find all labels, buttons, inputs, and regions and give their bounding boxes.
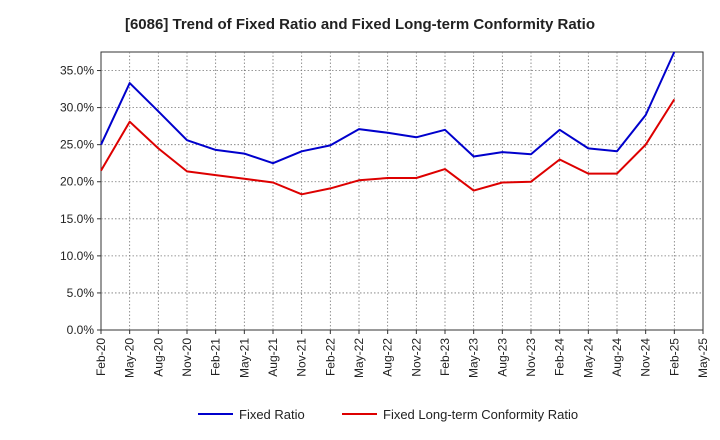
y-tick-label: 35.0%: [60, 64, 94, 78]
x-tick-label: Aug-22: [381, 338, 395, 377]
y-tick-label: 5.0%: [67, 286, 95, 300]
x-tick-label: Aug-24: [610, 338, 624, 377]
y-tick-label: 30.0%: [60, 101, 94, 115]
legend-label-1: Fixed Ratio: [239, 407, 305, 422]
x-tick-label: May-25: [696, 338, 710, 378]
x-tick-label: Aug-23: [495, 338, 509, 377]
x-tick-label: Feb-23: [438, 338, 452, 376]
series-line-2: [100, 98, 676, 196]
x-tick-label: Aug-21: [266, 338, 280, 377]
x-tick-label: Nov-22: [409, 338, 423, 377]
series-line-1: [100, 51, 676, 165]
y-tick-label: 0.0%: [67, 323, 95, 337]
x-tick-label: Feb-22: [323, 338, 337, 376]
x-tick-label: Feb-24: [553, 338, 567, 376]
x-tick-label: Nov-23: [524, 338, 538, 377]
plot-frame: [100, 51, 704, 331]
x-tick-label: May-21: [237, 338, 251, 378]
y-tick-label: 15.0%: [60, 212, 94, 226]
x-tick-label: Feb-21: [209, 338, 223, 376]
x-tick-label: Feb-20: [94, 338, 108, 376]
x-tick-label: May-20: [123, 338, 137, 378]
x-tick-label: May-22: [352, 338, 366, 378]
x-tick-label: May-23: [467, 338, 481, 378]
y-tick-label: 10.0%: [60, 249, 94, 263]
legend-label-2: Fixed Long-term Conformity Ratio: [383, 407, 578, 422]
y-tick-label: 25.0%: [60, 138, 94, 152]
x-tick-label: May-24: [581, 338, 595, 378]
x-tick-label: Aug-20: [151, 338, 165, 377]
y-tick-label: 20.0%: [60, 175, 94, 189]
x-tick-label: Nov-24: [639, 338, 653, 377]
chart-title: [6086] Trend of Fixed Ratio and Fixed Lo…: [124, 16, 596, 33]
x-tick-label: Nov-20: [180, 338, 194, 377]
x-tick-label: Feb-25: [667, 338, 681, 376]
x-tick-label: Nov-21: [295, 338, 309, 377]
